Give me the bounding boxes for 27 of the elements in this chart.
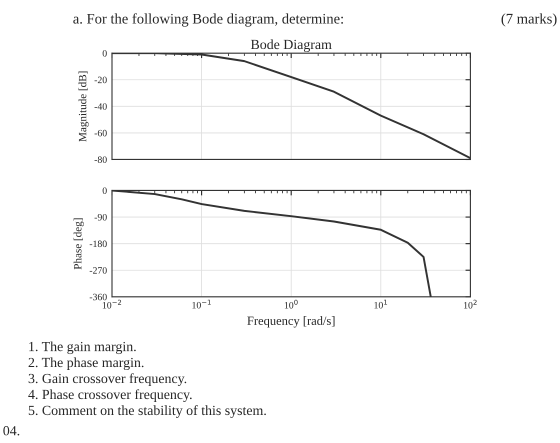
y-tick-label: 0 <box>102 187 107 194</box>
y-axis-title: Magnitude [dB] <box>78 72 89 142</box>
chart-title: Bode Diagram <box>250 39 332 52</box>
y-tick-label: -60 <box>94 130 107 136</box>
y-tick-label: -80 <box>94 156 107 163</box>
y-axis-title: Phase [deg] <box>74 218 84 270</box>
text: a. For the following Bode diagram, determine: <box>73 13 343 27</box>
x-axis-title: Frequency [rad/s] <box>247 316 335 328</box>
text: 04. <box>3 426 20 436</box>
x-tick-label: 10$^{−1}$ <box>192 300 211 308</box>
y-tick-label: -40 <box>94 103 107 110</box>
text: 3. Gain crossover frequency. <box>28 373 186 386</box>
text: 4. Phase crossover frequency. <box>28 389 192 402</box>
y-tick-label: -180 <box>90 240 107 248</box>
text: 5. Comment on the stability of this system. <box>28 405 266 418</box>
text: (7 marks) <box>502 13 557 27</box>
x-tick-label: 10$^{2}$ <box>464 300 477 309</box>
text: 2. The phase margin. <box>28 357 144 370</box>
y-tick-label: -360 <box>90 294 107 300</box>
text: 1. The gain margin. <box>29 341 136 354</box>
x-tick-label: 10$^{1}$ <box>374 300 388 308</box>
y-tick-label: -270 <box>90 267 107 274</box>
y-tick-label: -20 <box>94 76 107 84</box>
x-tick-label: 10$^{−2}$ <box>102 300 122 309</box>
y-tick-label: 0 <box>102 50 107 57</box>
x-tick-label: 10$^{0}$ <box>284 300 298 309</box>
y-tick-label: -90 <box>94 214 107 221</box>
